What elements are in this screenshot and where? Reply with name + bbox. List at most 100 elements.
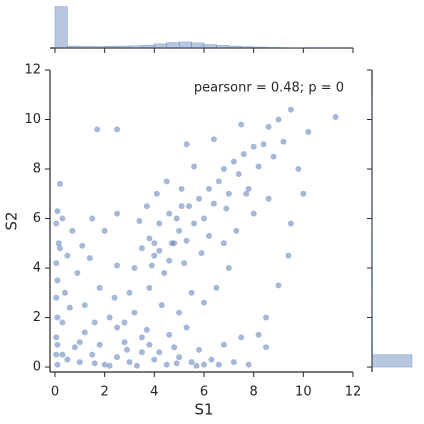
scatter-point [176, 354, 183, 361]
scatter-point [280, 138, 287, 145]
scatter-point [64, 252, 71, 259]
histogram-bar [228, 45, 242, 49]
scatter-point [183, 141, 190, 148]
scatter-point [143, 203, 150, 210]
histogram-bar [166, 42, 180, 49]
scatter-point [61, 289, 68, 296]
scatter-point [225, 190, 232, 197]
scatter-point [205, 185, 212, 192]
scatter-point [178, 203, 185, 210]
scatter-point [146, 341, 153, 348]
scatter-point [161, 269, 168, 276]
y-axis-label: S2 [3, 211, 21, 230]
histogram-bar [91, 46, 105, 49]
scatter-point [200, 361, 207, 368]
scatter-point [69, 227, 76, 234]
histogram-bar [154, 43, 167, 49]
scatter-point [91, 319, 98, 326]
scatter-point [238, 334, 245, 341]
scatter-point [171, 344, 178, 351]
scatter-point [114, 210, 121, 217]
histogram-bar [371, 354, 413, 368]
scatter-point [101, 227, 108, 234]
scatter-point [183, 324, 190, 331]
scatter-point [76, 359, 83, 366]
scatter-point [196, 195, 203, 202]
scatter-point [133, 362, 140, 369]
scatter-point [230, 359, 237, 366]
scatter-point [186, 203, 193, 210]
scatter-point [163, 361, 170, 368]
scatter-point [53, 220, 60, 227]
scatter-point [151, 240, 158, 247]
scatter-point [136, 218, 143, 224]
histogram-bar [265, 47, 279, 49]
scatter-point [240, 151, 247, 158]
x-tick-label: 8 [250, 385, 258, 400]
scatter-point [126, 359, 133, 366]
scatter-point [59, 319, 66, 326]
y-tick-label: 2 [33, 310, 41, 325]
scatter-point [220, 341, 227, 348]
scatter-point [156, 247, 163, 254]
scatter-point [238, 121, 245, 128]
scatter-point [176, 309, 183, 316]
scatter-point [223, 205, 230, 212]
y-tick-label: 6 [33, 211, 41, 226]
scatter-point [101, 361, 108, 368]
scatter-point [54, 314, 61, 321]
histogram-bar [141, 44, 155, 49]
scatter-point [230, 158, 237, 165]
scatter-point [56, 245, 63, 252]
scatter-point [200, 215, 207, 222]
scatter-point [270, 153, 277, 160]
scatter-point [64, 356, 71, 363]
y-tick-label: 12 [24, 63, 41, 78]
scatter-point [81, 329, 88, 336]
scatter-point [151, 356, 158, 363]
scatter-point [173, 360, 180, 367]
scatter-point [86, 255, 93, 262]
x-tick-label: 12 [345, 385, 362, 400]
scatter-point [54, 341, 61, 348]
scatter-point [208, 356, 215, 363]
scatter-point [131, 265, 138, 272]
scatter-point [188, 289, 195, 296]
annotation: pearsonr = 0.48; p = 0 [194, 81, 344, 96]
histogram-bar [216, 45, 230, 49]
scatter-point [193, 362, 200, 369]
x-tick-label: 0 [51, 385, 59, 400]
scatter-point [250, 210, 257, 217]
scatter-point [245, 361, 252, 368]
x-axis-label: S1 [194, 401, 213, 419]
scatter-point [263, 314, 270, 321]
scatter-point [210, 136, 217, 143]
y-tick-label: 0 [33, 360, 41, 375]
scatter-point [156, 220, 163, 227]
scatter-point [220, 166, 227, 173]
scatter-point [74, 269, 81, 276]
scatter-point [205, 232, 212, 239]
y-tick-label: 8 [33, 162, 41, 177]
scatter-point [191, 220, 198, 227]
scatter-point [200, 299, 207, 306]
scatter-point [287, 220, 294, 227]
scatter-point [178, 185, 185, 192]
scatter-point [255, 163, 262, 170]
scatter-point [260, 141, 267, 148]
scatter-point [106, 314, 113, 321]
scatter-point [166, 257, 173, 264]
scatter-point [56, 180, 63, 187]
scatter-point [114, 324, 121, 331]
x-tick-label: 6 [200, 385, 208, 400]
scatter-point [53, 334, 60, 341]
x-tick-label: 4 [150, 385, 158, 400]
scatter-point [53, 294, 60, 301]
scatter-point [71, 344, 78, 351]
histogram-bar [116, 45, 130, 49]
scatter-point [114, 126, 121, 133]
scatter-point [114, 262, 121, 269]
scatter-point [121, 339, 128, 346]
scatter-point [233, 227, 240, 234]
